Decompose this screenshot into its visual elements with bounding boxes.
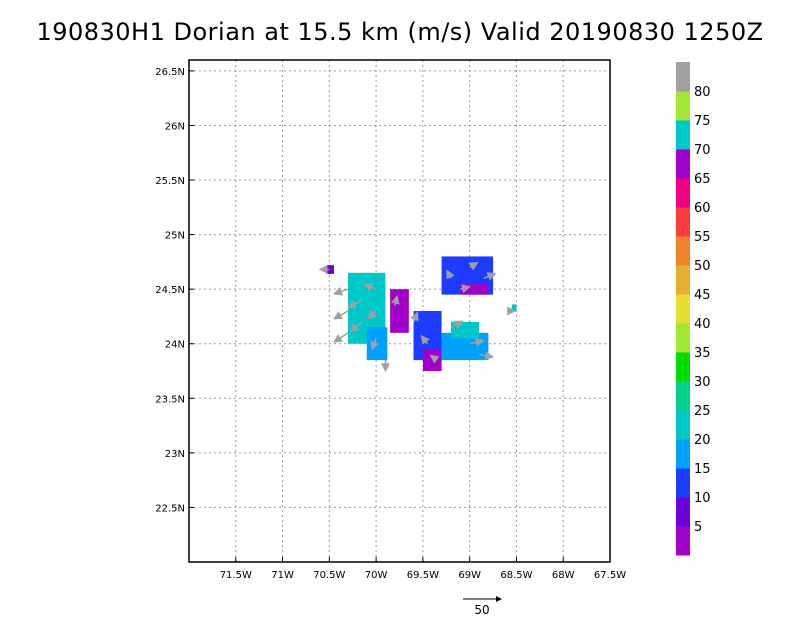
colorbar-segment	[676, 149, 690, 179]
colorbar-label: 30	[694, 375, 711, 390]
colorbar-segment	[676, 468, 690, 498]
colorbar-segment	[676, 526, 690, 556]
y-tick-label: 25.5N	[155, 176, 185, 187]
wind-vector	[333, 332, 349, 343]
colorbar-label: 70	[694, 143, 711, 158]
colorbar: 5 10 15 20 25 30 35 40 45 50 55 60 65 70 75 80	[676, 62, 711, 556]
y-axis: 22.5N 23N 23.5N 24N 24.5N 25N 25.5N 26N 26.5N	[155, 67, 194, 514]
colorbar-segment	[676, 62, 690, 92]
colorbar-segment	[676, 294, 690, 324]
colorbar-label: 65	[694, 172, 711, 187]
colorbar-segment	[676, 91, 690, 121]
wind-speed-region	[326, 265, 335, 274]
chart-title: 190830H1 Dorian at 15.5 km (m/s) Valid 2…	[36, 18, 764, 46]
y-tick-label: 24N	[165, 340, 185, 351]
reference-vector-label: 50	[474, 603, 489, 617]
wind-vector	[469, 337, 485, 347]
wind-vectors	[318, 262, 517, 373]
wind-speed-region	[422, 349, 442, 372]
colorbar-segment	[676, 120, 690, 150]
colorbar-label: 55	[694, 230, 711, 245]
colorbar-segment	[676, 381, 690, 411]
wind-vector	[390, 294, 400, 306]
colorbar-segment	[676, 497, 690, 527]
x-tick-label: 71W	[271, 570, 294, 581]
x-tick-label: 69W	[458, 570, 481, 581]
wind-speed-region	[511, 304, 517, 311]
colorbar-label: 75	[694, 114, 711, 129]
x-tick-label: 70W	[365, 570, 388, 581]
y-tick-label: 22.5N	[155, 503, 185, 514]
wind-speed-region	[460, 283, 489, 295]
y-tick-label: 24.5N	[155, 285, 185, 296]
x-tick-label: 68.5W	[500, 570, 532, 581]
colorbar-segment	[676, 236, 690, 266]
wind-vector	[420, 334, 430, 345]
wind-vector	[468, 262, 479, 271]
x-tick-label: 71.5W	[220, 570, 252, 581]
wind-vector	[483, 272, 497, 281]
x-tick-label: 68W	[552, 570, 575, 581]
colorbar-segment	[676, 323, 690, 353]
wind-vector	[450, 320, 464, 329]
colorbar-label: 35	[694, 346, 711, 361]
y-tick-label: 23.5N	[155, 394, 185, 405]
wind-vector	[478, 351, 495, 361]
colorbar-label: 10	[694, 491, 711, 506]
colorbar-label: 60	[694, 201, 711, 216]
wind-vector	[410, 311, 419, 323]
y-tick-label: 26.5N	[155, 67, 185, 78]
wind-vector	[460, 284, 471, 294]
colorbar-segment	[676, 352, 690, 382]
colorbar-segment	[676, 207, 690, 237]
colorbar-label: 40	[694, 317, 711, 332]
colorbar-segment	[676, 439, 690, 469]
colorbar-label: 80	[694, 85, 711, 100]
wind-vector	[429, 354, 440, 364]
grid	[189, 60, 610, 562]
colorbar-segment	[676, 178, 690, 208]
wind-speed-region	[366, 327, 388, 361]
plot-frame	[188, 59, 611, 563]
colorbar-label: 20	[694, 433, 711, 448]
y-tick-label: 23N	[165, 449, 185, 460]
colorbar-label: 15	[694, 462, 711, 477]
colorbar-label: 45	[694, 288, 711, 303]
wind-vector	[446, 269, 455, 280]
colorbar-segment	[676, 265, 690, 295]
reference-vector: 50	[463, 596, 502, 617]
y-tick-label: 26N	[165, 121, 185, 132]
wind-vector	[370, 338, 380, 351]
wind-speed-region	[390, 289, 409, 333]
y-tick-label: 25N	[165, 231, 185, 242]
x-axis: 71.5W 71W 70.5W 70W 69.5W 69W 68.5W 68W 67.5W	[220, 557, 626, 581]
x-tick-label: 69.5W	[407, 570, 439, 581]
wind-vector	[332, 287, 349, 296]
wind-vector	[347, 299, 363, 309]
colorbar-label: 50	[694, 259, 711, 274]
wind-vector	[333, 310, 349, 320]
colorbar-segment	[676, 410, 690, 440]
x-tick-label: 70.5W	[313, 570, 345, 581]
x-tick-label: 67.5W	[594, 570, 626, 581]
colorbar-label: 5	[694, 520, 702, 535]
colorbar-label: 25	[694, 404, 711, 419]
wind-vector	[349, 321, 363, 332]
wind-vector	[363, 283, 377, 292]
wind-vector	[367, 310, 377, 320]
